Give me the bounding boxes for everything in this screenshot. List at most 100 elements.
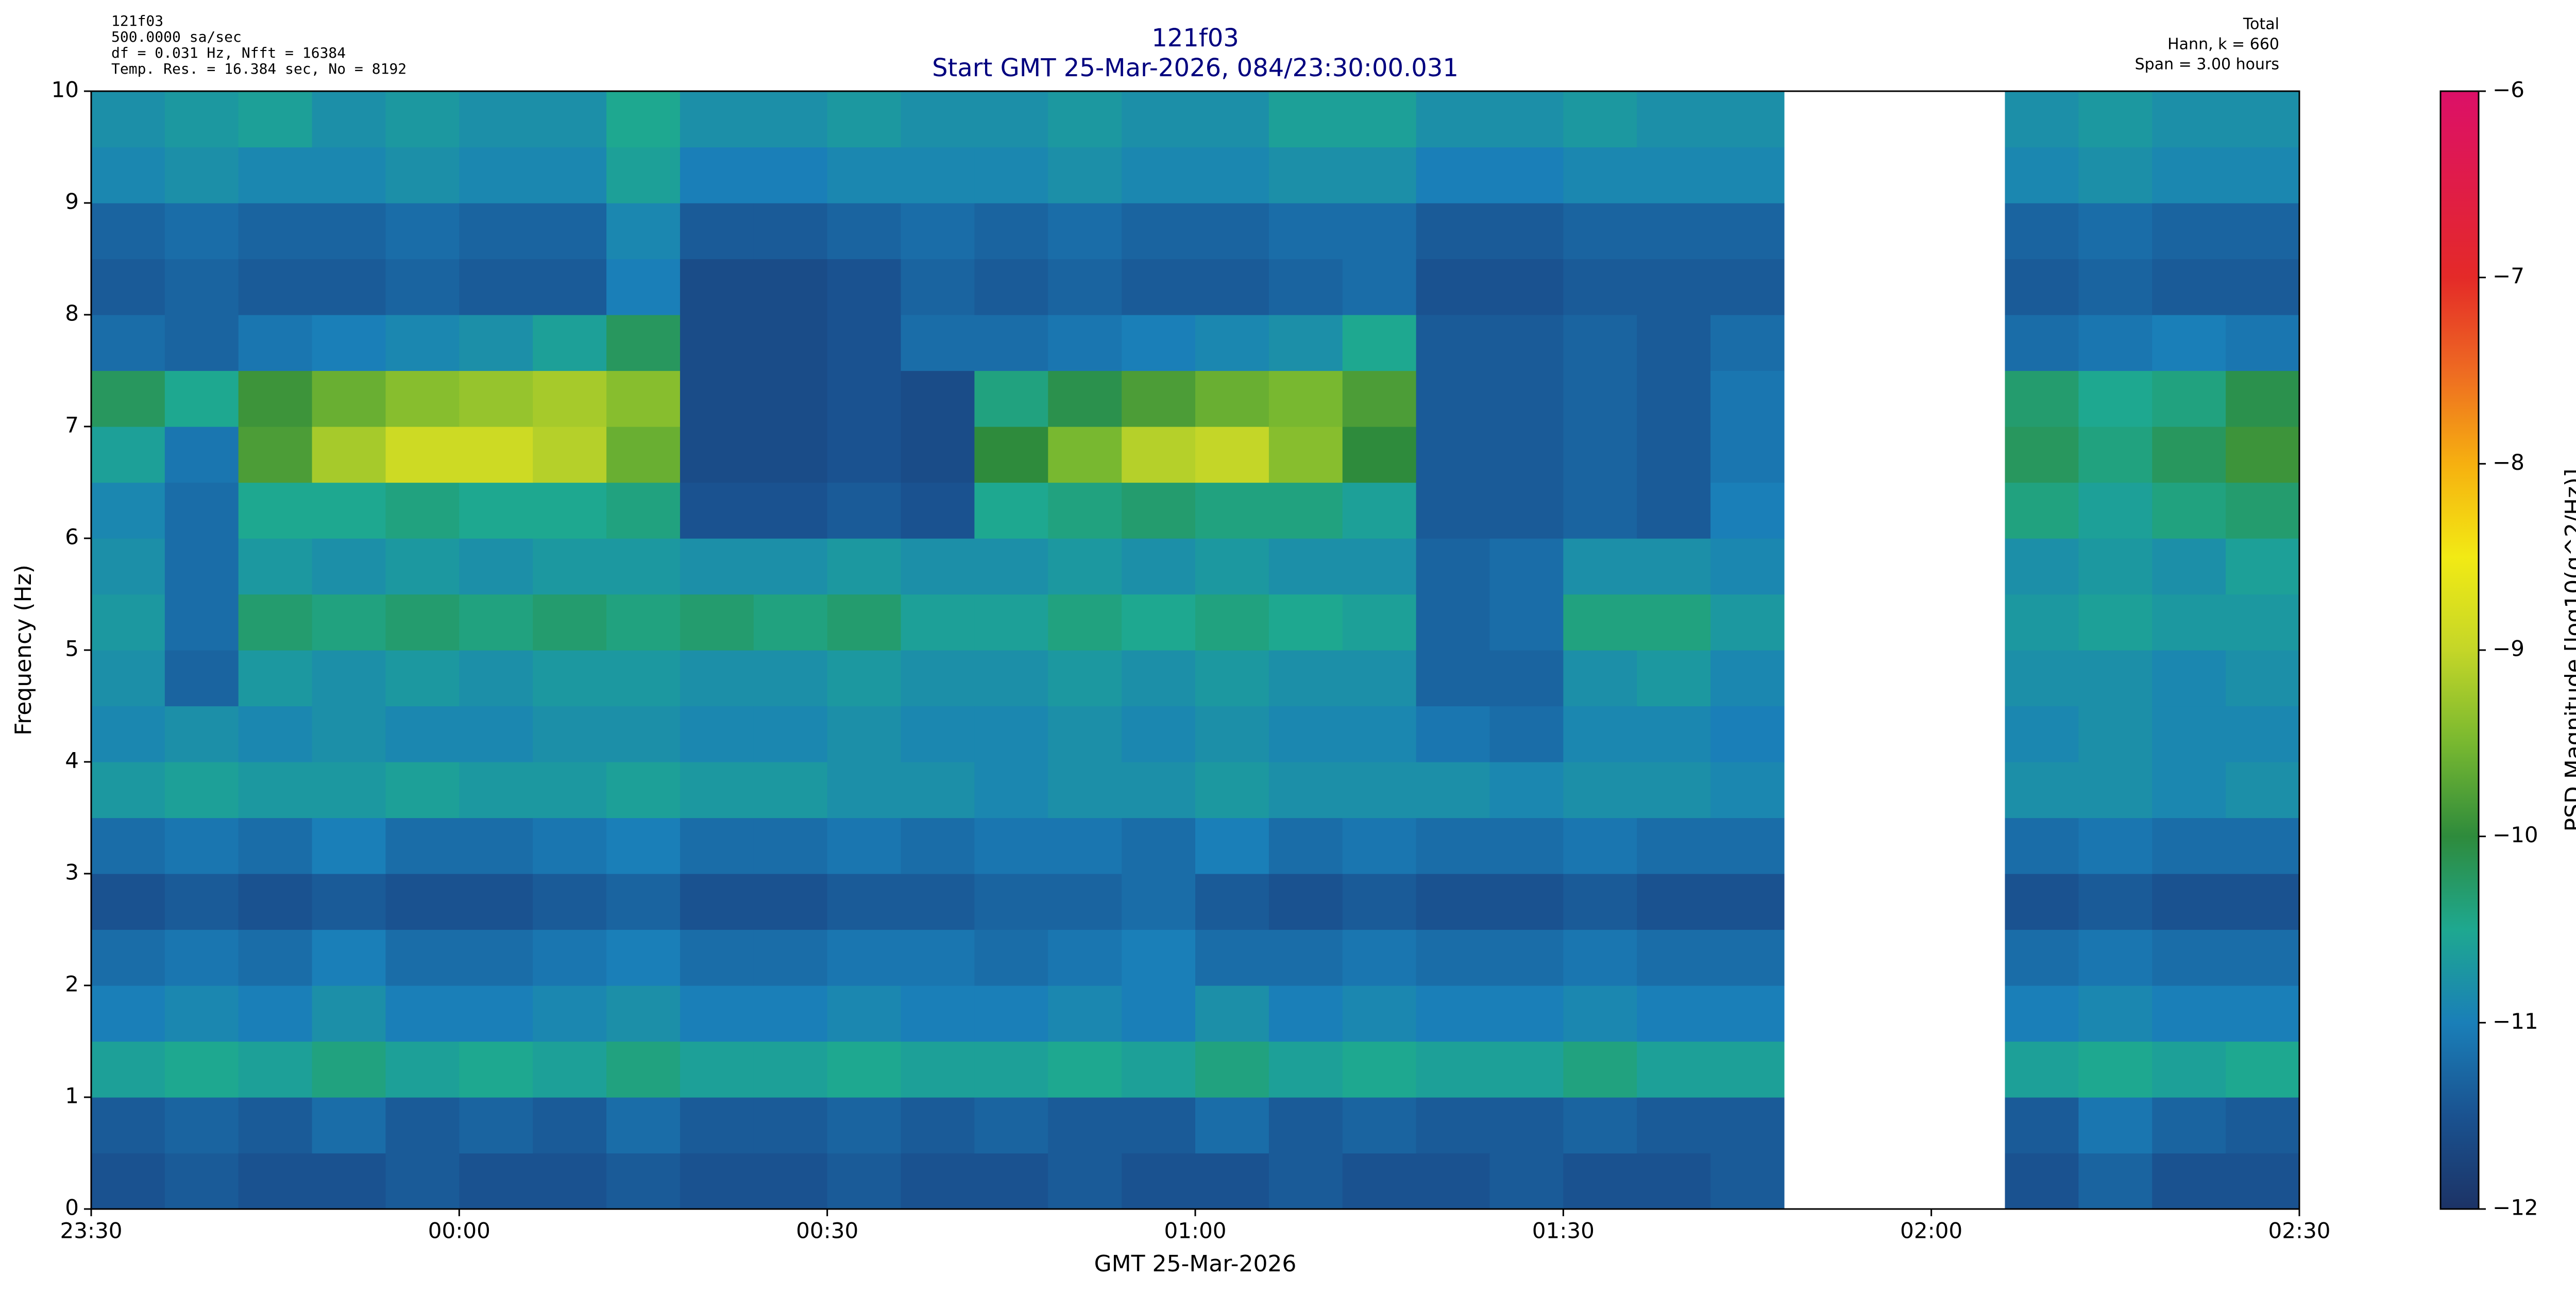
heatmap-cell xyxy=(1416,1153,1490,1210)
heatmap-cell xyxy=(459,650,533,707)
heatmap-cell xyxy=(1342,203,1417,260)
heatmap-cell xyxy=(312,203,386,260)
heatmap-cell xyxy=(1048,427,1122,483)
heatmap-cell xyxy=(1048,315,1122,371)
heatmap-cell xyxy=(1195,370,1269,427)
heatmap-cell xyxy=(238,427,313,483)
heatmap-cell xyxy=(680,706,754,762)
heatmap-cell xyxy=(385,874,460,930)
colorbar-tick-label: −7 xyxy=(2493,263,2524,288)
heatmap-cell xyxy=(1563,1097,1637,1154)
heatmap-cell xyxy=(606,1041,681,1098)
heatmap-cell xyxy=(2152,594,2226,651)
heatmap-cell xyxy=(606,762,681,819)
heatmap-cell xyxy=(312,482,386,539)
heatmap-cell xyxy=(312,91,386,148)
heatmap-cell xyxy=(827,427,902,483)
heatmap-cell xyxy=(753,315,828,371)
heatmap-cell xyxy=(753,985,828,1042)
heatmap-cell xyxy=(974,203,1048,260)
heatmap-cell xyxy=(91,538,165,595)
heatmap-cell xyxy=(827,929,902,986)
heatmap-cell xyxy=(1122,370,1196,427)
heatmap-cell xyxy=(1048,762,1122,819)
heatmap-cell xyxy=(974,1153,1048,1210)
heatmap-cell xyxy=(2078,315,2153,371)
heatmap-cell xyxy=(1342,985,1417,1042)
x-axis-label: GMT 25-Mar-2026 xyxy=(1094,1251,1297,1277)
heatmap-cell xyxy=(2152,762,2226,819)
heatmap-cell xyxy=(238,650,313,707)
heatmap-cell xyxy=(1122,482,1196,539)
heatmap-cell xyxy=(827,370,902,427)
heatmap-cell xyxy=(1195,650,1269,707)
heatmap-cell xyxy=(238,1153,313,1210)
heatmap-cell xyxy=(1489,482,1564,539)
heatmap-cell xyxy=(2152,147,2226,203)
heatmap-cell xyxy=(1710,706,1785,762)
heatmap-cell xyxy=(1268,1153,1343,1210)
heatmap-cell xyxy=(91,1153,165,1210)
heatmap-cell xyxy=(1489,1097,1564,1154)
heatmap-cell xyxy=(2226,482,2300,539)
heatmap-cell xyxy=(459,1097,533,1154)
heatmap-cell xyxy=(385,594,460,651)
heatmap-cell xyxy=(312,762,386,819)
heatmap-cell xyxy=(1342,147,1417,203)
heatmap-cell xyxy=(1195,203,1269,260)
heatmap-cell xyxy=(753,259,828,315)
heatmap-cell xyxy=(459,91,533,148)
heatmap-cell xyxy=(1195,538,1269,595)
heatmap-cell xyxy=(385,203,460,260)
heatmap-cell xyxy=(238,874,313,930)
heatmap-cell xyxy=(1416,874,1490,930)
heatmap-cell xyxy=(1122,147,1196,203)
heatmap-cell xyxy=(1122,259,1196,315)
heatmap-cell xyxy=(2226,650,2300,707)
heatmap-cell xyxy=(1416,91,1490,148)
heatmap-cell xyxy=(164,91,239,148)
heatmap-cell xyxy=(1489,1153,1564,1210)
heatmap-cell xyxy=(1048,91,1122,148)
heatmap-cell xyxy=(1710,650,1785,707)
heatmap-cell xyxy=(91,985,165,1042)
heatmap-cell xyxy=(1710,1041,1785,1098)
heatmap-cell xyxy=(2226,259,2300,315)
heatmap-cell xyxy=(1489,370,1564,427)
heatmap-cell xyxy=(2226,874,2300,930)
heatmap-cell xyxy=(1637,650,1711,707)
heatmap-cell xyxy=(1489,650,1564,707)
heatmap-cell xyxy=(2078,147,2153,203)
heatmap-cell xyxy=(1048,818,1122,874)
heatmap-cell xyxy=(2078,818,2153,874)
heatmap-cell xyxy=(1416,1097,1490,1154)
heatmap-cell xyxy=(1048,929,1122,986)
heatmap-cell xyxy=(238,315,313,371)
heatmap-cell xyxy=(901,259,975,315)
heatmap-cell xyxy=(753,818,828,874)
heatmap-cell xyxy=(901,147,975,203)
info-right: Hann, k = 660 xyxy=(2167,36,2279,54)
heatmap-cell xyxy=(385,650,460,707)
heatmap-cell xyxy=(2078,985,2153,1042)
heatmap-cell xyxy=(1489,762,1564,819)
heatmap-cell xyxy=(459,706,533,762)
heatmap-cell xyxy=(1342,370,1417,427)
heatmap-cell xyxy=(533,762,607,819)
heatmap-cell xyxy=(753,147,828,203)
heatmap-cell xyxy=(680,315,754,371)
heatmap-cell xyxy=(1637,538,1711,595)
heatmap-cell xyxy=(1416,762,1490,819)
heatmap-cell xyxy=(827,1041,902,1098)
heatmap-cell xyxy=(1195,1097,1269,1154)
heatmap-cell xyxy=(459,762,533,819)
heatmap-cell xyxy=(1637,874,1711,930)
heatmap-cell xyxy=(1489,147,1564,203)
heatmap-cell xyxy=(1637,1153,1711,1210)
heatmap-cell xyxy=(91,594,165,651)
heatmap-cell xyxy=(974,315,1048,371)
heatmap-cell xyxy=(1563,1041,1637,1098)
heatmap-cell xyxy=(901,650,975,707)
heatmap-cell xyxy=(1122,706,1196,762)
heatmap-cell xyxy=(1563,370,1637,427)
